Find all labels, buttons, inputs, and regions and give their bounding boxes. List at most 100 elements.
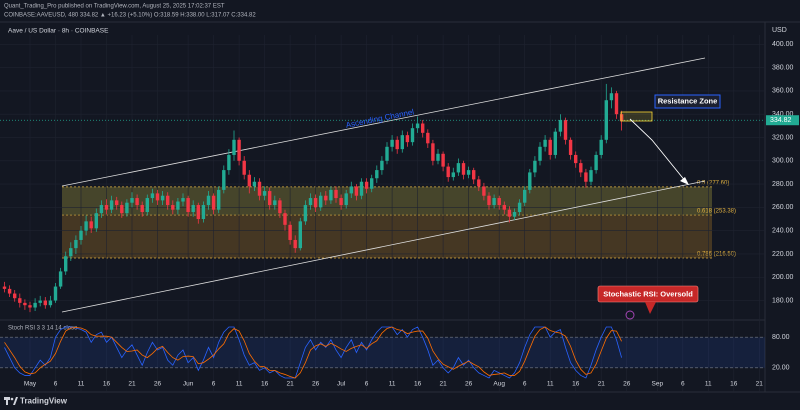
- candle-body: [278, 200, 282, 214]
- fib-band: [62, 186, 712, 216]
- x-tick-label: 11: [705, 381, 712, 388]
- candle-body: [482, 186, 486, 196]
- candle-body: [410, 128, 415, 143]
- candle-body: [446, 166, 450, 178]
- oscillator-line: [4, 326, 622, 379]
- oscillator-layer: [0, 326, 765, 379]
- x-tick-label: 21: [598, 381, 606, 388]
- projection-arrow: [629, 118, 687, 183]
- x-tick-label: 26: [465, 381, 473, 388]
- candle-body: [211, 195, 216, 210]
- candle-body: [339, 198, 343, 206]
- candle-body: [58, 271, 63, 287]
- x-tick-label: 26: [312, 381, 320, 388]
- candle-body: [84, 221, 88, 231]
- candle-body: [548, 139, 552, 155]
- x-tick-label: 6: [681, 381, 685, 388]
- x-tick-label: 21: [439, 381, 447, 388]
- candle-body: [359, 181, 364, 196]
- candle-body: [385, 146, 389, 161]
- candle-body: [594, 154, 598, 171]
- candle-body: [268, 191, 272, 206]
- y-tick-label: 200.00: [772, 274, 794, 281]
- candle-body: [155, 193, 160, 201]
- x-tick-label: 26: [623, 381, 631, 388]
- y-tick-label: 340.00: [772, 111, 794, 118]
- y-tick-label: 220.00: [772, 251, 794, 258]
- alert-icon: [625, 310, 635, 320]
- candle-body: [23, 302, 27, 306]
- axis-layer: 180.00 200.00 220.00 240.00 260.00 280.00 300.…: [24, 41, 799, 388]
- resistance-label: Resistance Zone: [658, 96, 718, 105]
- candle-body: [104, 205, 109, 210]
- candle-body: [28, 305, 32, 308]
- oscillator-tick-label: 80.00: [772, 334, 790, 341]
- candle-body: [7, 288, 12, 294]
- candle-body: [217, 189, 221, 210]
- y-tick-label: 300.00: [772, 158, 794, 165]
- candle-body: [227, 154, 231, 171]
- candle-body: [375, 170, 379, 179]
- x-tick-label: 11: [547, 381, 554, 388]
- candle-body: [166, 195, 170, 206]
- y-tick-label: 180.00: [772, 297, 794, 304]
- candle-body: [145, 198, 149, 213]
- candle-body: [497, 198, 501, 206]
- candle-body: [354, 186, 359, 196]
- oscillator-title: Stoch RSI 3 3 14 14 close: [8, 326, 78, 332]
- candle-body: [533, 160, 537, 173]
- candle-body: [237, 139, 241, 161]
- candle-body: [431, 143, 435, 161]
- candle-body: [94, 213, 98, 229]
- candle-body: [247, 174, 251, 187]
- channel-upper-line: [61, 57, 706, 187]
- symbol-line: COINBASE:AAVEUSD, 480 334.82 ▲ +16.23 (+…: [4, 13, 256, 19]
- candle-body: [589, 170, 593, 182]
- candle-body: [171, 205, 175, 210]
- candle-body: [18, 298, 22, 303]
- candle-body: [390, 139, 394, 147]
- candle-body: [222, 170, 226, 190]
- candle-body: [99, 205, 104, 214]
- x-tick-label: 6: [365, 381, 369, 388]
- oscillator-band: [0, 337, 765, 368]
- candle-body: [140, 205, 144, 213]
- y-tick-label: 240.00: [772, 227, 794, 234]
- x-tick-label: 16: [414, 381, 422, 388]
- y-tick-label: 400.00: [772, 41, 794, 48]
- candle-body: [293, 239, 297, 249]
- candle-body: [487, 195, 491, 206]
- candle-body: [466, 170, 471, 175]
- fib-label: 0.5 (277.60): [697, 180, 729, 186]
- candle-body: [273, 200, 277, 206]
- x-tick-label: 16: [103, 381, 111, 388]
- candle-body: [313, 198, 318, 208]
- fib-label: 0.786 (216.50): [697, 252, 736, 258]
- x-tick-label: 21: [756, 381, 764, 388]
- chart-title: Aave / US Dollar · 8h · COINBASE: [8, 28, 109, 35]
- last-price-label: 334.82: [770, 117, 792, 124]
- footer-brand: TradingView: [20, 397, 68, 406]
- candle-body: [461, 163, 466, 175]
- candle-body: [574, 154, 578, 164]
- publisher-line: Quant_Trading_Pro published on TradingVi…: [4, 4, 225, 10]
- candle-body: [48, 300, 53, 306]
- candle-body: [344, 193, 348, 206]
- candle-body: [426, 132, 430, 144]
- candle-body: [395, 139, 399, 150]
- candle-body: [364, 181, 369, 189]
- candle-body: [303, 205, 308, 222]
- candle-body: [33, 302, 37, 308]
- candle-body: [436, 153, 440, 161]
- candle-body: [319, 195, 323, 208]
- candle-body: [176, 201, 180, 210]
- candle-body: [252, 181, 257, 187]
- candle-body: [196, 205, 200, 220]
- last-price-tag: [766, 115, 799, 126]
- candle-body: [553, 131, 557, 155]
- candle-body: [609, 93, 614, 101]
- candle-body: [599, 139, 603, 155]
- candle-body: [2, 286, 7, 289]
